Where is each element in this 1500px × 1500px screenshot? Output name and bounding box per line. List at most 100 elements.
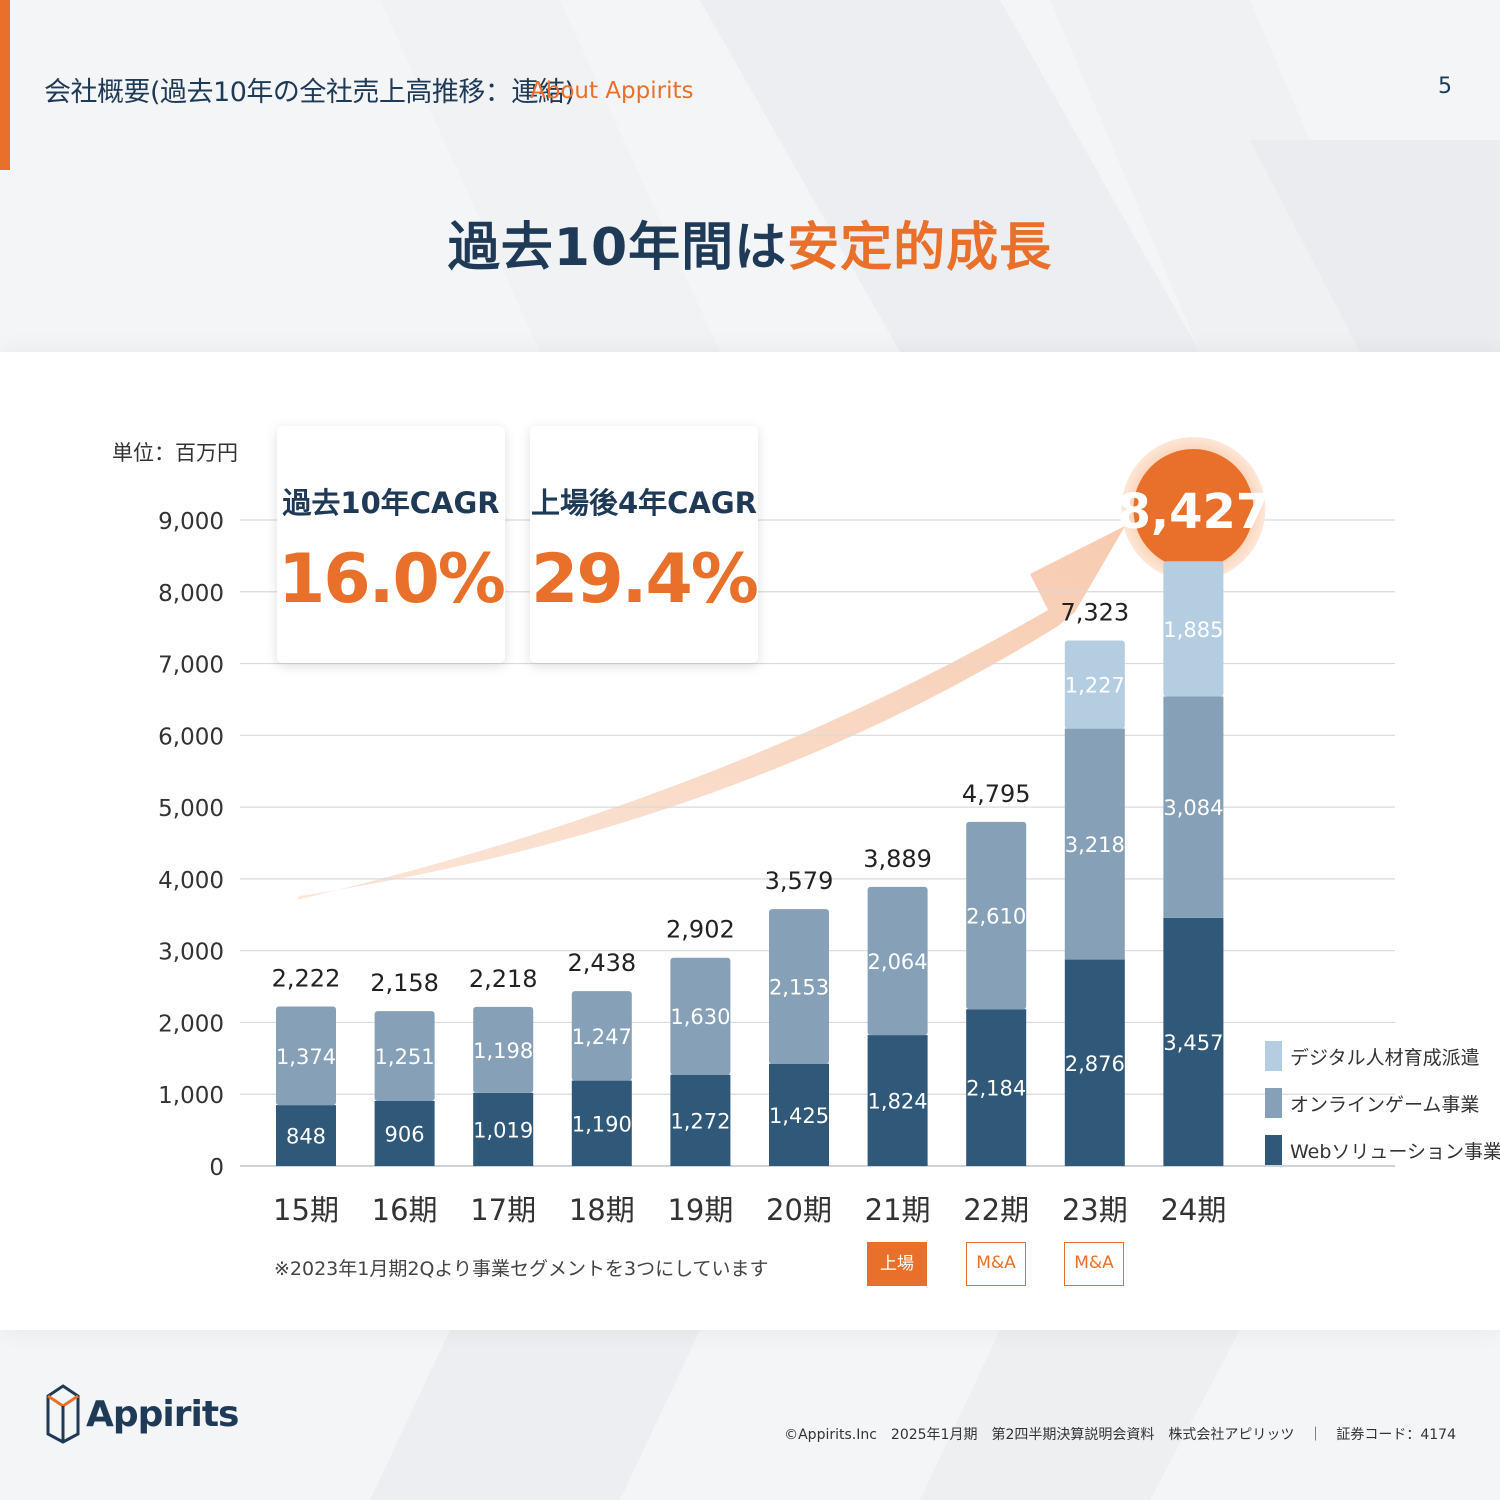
bar-total-label: 4,795 — [962, 780, 1031, 808]
bar-total-label: 2,218 — [469, 965, 538, 993]
bar-value-label: 1,374 — [276, 1045, 336, 1069]
x-tick-label: 22期 — [963, 1193, 1029, 1227]
bar-value-label: 1,425 — [769, 1104, 829, 1128]
bar-value-label: 1,630 — [670, 1005, 730, 1029]
bar-value-label: 2,184 — [966, 1077, 1026, 1101]
bar-segment — [769, 909, 829, 1064]
bar-value-label: 1,019 — [473, 1118, 533, 1142]
header-accent-bar — [0, 0, 10, 170]
y-tick-label: 1,000 — [158, 1083, 224, 1109]
y-tick-label: 2,000 — [158, 1011, 224, 1037]
bar-segment — [1163, 696, 1224, 918]
x-tick-label: 18期 — [569, 1193, 635, 1227]
cagr-4y-value: 29.4% — [531, 540, 759, 619]
bar-total-label: 7,323 — [1060, 598, 1129, 626]
bar-value-label: 3,218 — [1065, 833, 1125, 857]
unit-label: 単位：百万円 — [112, 441, 238, 465]
footer-copyright: ©Appirits.Inc 2025年1月期 第2四半期決算説明会資料 株式会社… — [784, 1427, 1456, 1443]
bar-total-label: 2,902 — [666, 916, 735, 944]
page-number: 5 — [1438, 74, 1452, 99]
cagr-10y-label: 過去10年CAGR — [282, 486, 500, 520]
headline: 過去10年間は安定的成長 — [0, 205, 1500, 280]
y-tick-label: 7,000 — [158, 653, 224, 679]
bar-segment — [571, 991, 632, 1081]
bar-total-label: 3,579 — [765, 867, 834, 895]
bar-value-label: 1,251 — [375, 1045, 435, 1069]
bar-value-label: 848 — [286, 1125, 326, 1149]
y-tick-label: 3,000 — [158, 940, 224, 966]
bar-value-label: 1,247 — [572, 1025, 632, 1049]
highlight-total: 8,427 — [1117, 484, 1269, 540]
x-tick-label: 15期 — [273, 1193, 339, 1227]
cagr-4y-label: 上場後4年CAGR — [530, 486, 758, 520]
bar-segment — [374, 1011, 435, 1101]
bar-segment — [867, 1035, 928, 1166]
cagr-card-4y: 上場後4年CAGR 29.4% — [530, 426, 759, 663]
legend-swatch-game — [1265, 1088, 1282, 1118]
bar-segment — [966, 821, 1027, 1010]
bar-value-label: 906 — [385, 1122, 425, 1146]
bar-total-label: 3,889 — [863, 845, 932, 873]
badge-listing: 上場 — [867, 1242, 927, 1286]
cube-logo-icon — [46, 1384, 80, 1444]
bar-segment — [769, 1063, 829, 1166]
appirits-logo: Appirits — [46, 1384, 239, 1444]
bar-segment — [276, 1105, 336, 1166]
bar-segment — [473, 1006, 534, 1093]
x-tick-label: 21期 — [865, 1193, 931, 1227]
legend-label-digital: デジタル人材育成派遣 — [1290, 1046, 1480, 1069]
bar-value-label: 2,610 — [966, 905, 1026, 929]
bar-segment — [374, 1100, 435, 1166]
legend-item-digital: デジタル人材育成派遣 — [1265, 1041, 1500, 1071]
y-tick-label: 4,000 — [158, 868, 224, 894]
bar-value-label: 1,885 — [1163, 618, 1223, 642]
page-title: 会社概要(過去10年の全社売上高推移：連結) — [44, 77, 575, 108]
bar-segment — [966, 1009, 1027, 1166]
cagr-card-10y: 過去10年CAGR 16.0% — [277, 426, 506, 663]
bar-segment — [1163, 561, 1224, 697]
x-tick-label: 19期 — [667, 1193, 733, 1227]
cagr-10y-value: 16.0% — [278, 540, 506, 619]
bar-segment — [1163, 917, 1224, 1166]
y-tick-label: 0 — [209, 1155, 224, 1181]
bar-segment — [867, 886, 928, 1036]
bar-value-label: 1,272 — [670, 1109, 730, 1133]
segment-note: ※2023年1月期2Qより事業セグメントを3つにしています — [274, 1258, 769, 1280]
bar-total-label: 2,158 — [370, 969, 439, 997]
legend-item-web: Webソリューション事業 — [1265, 1135, 1500, 1165]
x-tick-label: 23期 — [1062, 1193, 1128, 1227]
legend-item-game: オンラインゲーム事業 — [1265, 1088, 1500, 1118]
headline-part2: 安定的成長 — [787, 218, 1053, 278]
badge-ma-22: M&A — [966, 1242, 1026, 1286]
bar-value-label: 1,190 — [572, 1112, 632, 1136]
y-tick-label: 6,000 — [158, 724, 224, 750]
highlight-circle — [1133, 449, 1254, 569]
legend-swatch-digital — [1265, 1041, 1282, 1071]
x-tick-label: 17期 — [470, 1193, 536, 1227]
x-tick-label: 16期 — [372, 1193, 438, 1227]
page-subtitle: About Appirits — [530, 78, 694, 104]
x-tick-label: 24期 — [1160, 1193, 1226, 1227]
legend-swatch-web — [1265, 1135, 1282, 1165]
bar-total-label: 2,438 — [567, 949, 636, 977]
bar-segment — [670, 957, 731, 1075]
bar-segment — [276, 1006, 336, 1106]
bar-segment — [473, 1092, 534, 1166]
y-tick-label: 8,000 — [158, 581, 224, 607]
y-tick-label: 5,000 — [158, 796, 224, 822]
bar-value-label: 1,824 — [868, 1090, 928, 1114]
chart-legend: デジタル人材育成派遣 オンラインゲーム事業 Webソリューション事業 — [1265, 1041, 1500, 1182]
bar-value-label: 2,876 — [1065, 1052, 1125, 1076]
bar-value-label: 2,153 — [769, 975, 829, 999]
bar-segment — [1064, 728, 1125, 960]
legend-label-game: オンラインゲーム事業 — [1290, 1093, 1480, 1116]
bar-value-label: 1,227 — [1065, 674, 1125, 698]
legend-label-web: Webソリューション事業 — [1290, 1140, 1500, 1163]
bar-segment — [571, 1080, 632, 1166]
bar-value-label: 3,457 — [1163, 1031, 1223, 1055]
bar-segment — [1064, 640, 1125, 729]
x-tick-label: 20期 — [766, 1193, 832, 1227]
bar-segment — [1064, 959, 1125, 1166]
